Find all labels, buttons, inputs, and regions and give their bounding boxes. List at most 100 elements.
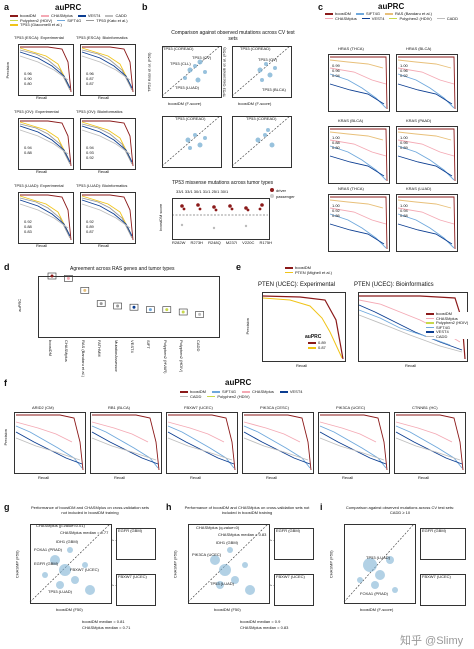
c-plot-box: [328, 54, 390, 112]
c-plot-curves: [329, 128, 388, 182]
c-plot-box: [328, 194, 390, 252]
panel-a-legend: boostDM CHASMplus VEST4 CADD Polyphen2 (…: [10, 13, 130, 28]
i-title: Comparison against observed mutations ac…: [345, 505, 455, 515]
c-plot-value: 0.95: [400, 140, 408, 145]
f-plot-curves: [15, 414, 84, 471]
legend-vest4: VEST4: [77, 13, 100, 19]
i-inset-2: [420, 574, 466, 606]
g-annot-1: CHASMplus (p-value<0.01): [36, 523, 85, 528]
h-inset-2: [274, 574, 314, 606]
a-plot-title: TP53 (OV): Bioinformatics: [76, 109, 123, 114]
d-ylabel: auPRC: [17, 298, 23, 312]
h-annot-3: boostDM median = 0.9: [240, 619, 281, 624]
c-plot-value: 0.88: [400, 213, 408, 218]
a-plot-value: 0.87: [86, 76, 94, 81]
f-xlabel: Recall: [418, 475, 430, 480]
i-gene-4: FBXW7 (UCEC): [422, 574, 451, 579]
c-plot-value: 1.00: [400, 63, 408, 68]
legend-cadd: CADD: [105, 13, 127, 19]
c-plot-value: 0.88: [332, 140, 340, 145]
d-category-label: CHASMplus: [64, 340, 70, 362]
h-gene-5: FBXW7 (UCEC): [276, 574, 305, 579]
c-plot-title: HRAS (BLCA): [406, 46, 432, 51]
panel-letter-h: h: [166, 502, 172, 512]
e-xlabel-2: Recall: [405, 363, 417, 368]
a-plot-value: 0.88: [24, 224, 32, 229]
f-plot-box: [318, 412, 390, 474]
d-category-label: SIFT: [146, 340, 152, 349]
c-plot-value: 1.00: [332, 135, 340, 140]
i-gene-1: EGFR (GBM): [422, 528, 446, 533]
b-label-8: TP53 (COREAD): [175, 116, 206, 121]
f-plot-curves: [167, 414, 236, 471]
c-plot-value: 0.92: [400, 73, 408, 78]
a-plot-value: 0.92: [86, 155, 94, 160]
i-gene-2: TP53 (LUAD): [366, 555, 391, 560]
a-plot-curves: [81, 46, 134, 93]
a-xlabel: Recall: [98, 243, 110, 248]
b-ylabel-2: TP53 Giacomelli et al. (F50): [221, 47, 227, 98]
c-legend-ras: RAS (Bandaru et al.): [385, 11, 432, 17]
g-gene-1: EGFR (GBM): [118, 528, 142, 533]
f-plot-curves: [91, 414, 160, 471]
e-legend2: boostDM CHASMplus Polyphen2 (HDIV) SIFT4…: [426, 311, 469, 339]
f-plot-curves: [395, 414, 464, 471]
a-plot-value: 0.89: [86, 224, 94, 229]
a-plot-value: 0.96: [86, 71, 94, 76]
a-plot-box: [18, 118, 74, 170]
d-boxplot: [38, 276, 220, 338]
a-plot-value: 0.94: [24, 145, 32, 150]
g-xlabel: boostDM (F50): [56, 607, 83, 612]
f-plot-title: CTNNB1 (HC): [412, 405, 438, 410]
a-plot-box: [18, 44, 74, 96]
e-v1: 0.89: [308, 340, 326, 346]
b-scatter-3: [162, 116, 222, 168]
legend-giacomelli: TP53 (Giacomelli et al.): [10, 22, 62, 28]
d-category-label: Polyphen2 (HDIV): [179, 340, 185, 373]
f-ylabel: Precision: [2, 429, 8, 446]
b-label-1: TP53 (COREAD): [163, 46, 194, 51]
d-category-label: CADD: [195, 340, 201, 352]
f-plot-title: FBXW7 (UCEC): [184, 405, 213, 410]
h-ylabel: CHASMP (F50): [172, 550, 178, 579]
a-plot-box: [80, 118, 136, 170]
watermark: 知乎 @Slimy: [400, 635, 464, 647]
g-gene-2: IDH1 (GBM): [56, 539, 78, 544]
f-xlabel: Recall: [114, 475, 126, 480]
b-ylabel-1: TP53 Kato et al. (F50): [146, 52, 152, 92]
c-legend-boostdm: boostDM: [325, 11, 351, 17]
panel-f-title: auPRC: [225, 378, 252, 387]
b-xlabel-1: boostDM (F-score): [168, 101, 202, 106]
c-plot-value: 0.99: [332, 63, 340, 68]
g-annot-4: CHASMplus median = 0.71: [82, 625, 131, 630]
h-annot-4: CHASMplus median = 0.83: [240, 625, 289, 630]
a-plot-value: 0.80: [24, 81, 32, 86]
a-plot-box: [18, 192, 74, 244]
f-plot-title: PIK3CA (UCEC): [336, 405, 366, 410]
e-plot1-title: PTEN (UCEC): Experimental: [258, 282, 336, 288]
a-plot-value: 0.94: [86, 145, 94, 150]
d-category-label: Polyphen2 (HVAR): [162, 340, 168, 374]
a-xlabel: Recall: [36, 95, 48, 100]
legend-polyphen: Polyphen2 (HDIV): [10, 18, 52, 24]
g-ylabel: CHASMP (F50): [14, 550, 20, 579]
c-plot-value: 0.96: [400, 68, 408, 73]
f-plot-curves: [319, 414, 388, 471]
h-gene-4: TP53 (LUAD): [210, 581, 235, 586]
b-label-9: TP53 (COREAD): [246, 116, 277, 121]
d-category-label: MutationAssessor: [113, 340, 119, 372]
panel-a-title: auPRC: [55, 3, 82, 12]
a-xlabel: Recall: [98, 95, 110, 100]
h-xlabel: boostDM (F50): [214, 607, 241, 612]
c-plot-curves: [397, 128, 456, 182]
e-plot2-title: PTEN (UCEC): Bioinformatics: [354, 282, 434, 288]
a-ylabel: Precision: [4, 62, 10, 79]
c-legend-polyphen: Polyphen2 (HDIV): [389, 16, 432, 22]
c-legend-vest4: VEST4: [361, 16, 384, 22]
a-plot-value: 0.88: [24, 150, 32, 155]
b-bottom-legend: driver passenger: [270, 188, 295, 199]
c-plot-box: [396, 194, 458, 252]
f-legend: boostDM SIFT4G CHASMplus VEST4 CADD Poly…: [180, 389, 320, 399]
c-plot-value: 1.00: [400, 135, 408, 140]
e-plot1: [262, 292, 346, 362]
